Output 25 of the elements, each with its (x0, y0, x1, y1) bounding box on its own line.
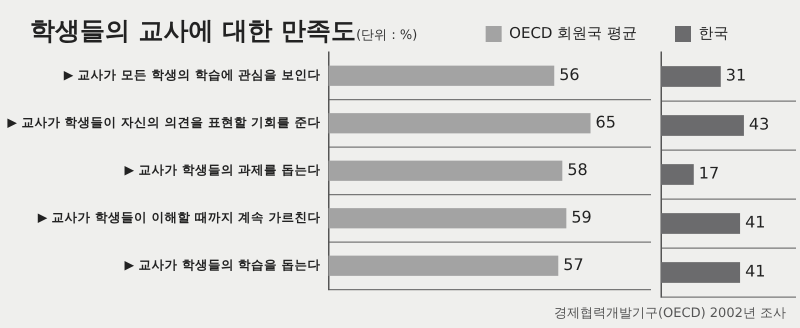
legend-label: 한국 (698, 24, 728, 42)
bar (661, 66, 721, 87)
y-tick-label: ▶ 교사가 학생들이 자신의 의견을 표현할 기회를 준다 (7, 114, 320, 130)
chart-subtitle: (단위 : %) (356, 28, 418, 43)
data-label: 57 (563, 254, 584, 274)
data-label: 58 (567, 160, 588, 179)
data-label: 43 (748, 114, 770, 134)
y-tick-label: ▶ 교사가 학생들의 과제를 돕는다 (124, 162, 320, 177)
data-label: 17 (698, 164, 720, 183)
bar (661, 213, 740, 234)
y-tick-label: ▶ 교사가 학생들이 이해할 때까지 계속 가르친다 (38, 210, 320, 224)
chart-title: 학생들의 교사에 대한 만족도 (30, 16, 356, 45)
legend-label: OECD 회원국 평균 (509, 24, 638, 42)
data-label: 56 (559, 64, 580, 84)
bar (661, 164, 694, 185)
data-label: 31 (726, 66, 746, 85)
bar (661, 262, 740, 283)
y-tick-label: ▶ 교사가 학생들의 학습을 돕는다 (124, 257, 320, 272)
data-label: 41 (745, 212, 766, 232)
text: 경제협력개발기구(OECD) 2002년 조사 (554, 305, 786, 322)
y-tick-label: ▶ 교사가 모든 학생의 학습에 관심을 보인다 (64, 67, 320, 82)
data-label: 65 (596, 112, 616, 132)
data-label: 59 (571, 207, 592, 226)
data-label: 41 (745, 262, 766, 281)
bar (661, 115, 744, 136)
